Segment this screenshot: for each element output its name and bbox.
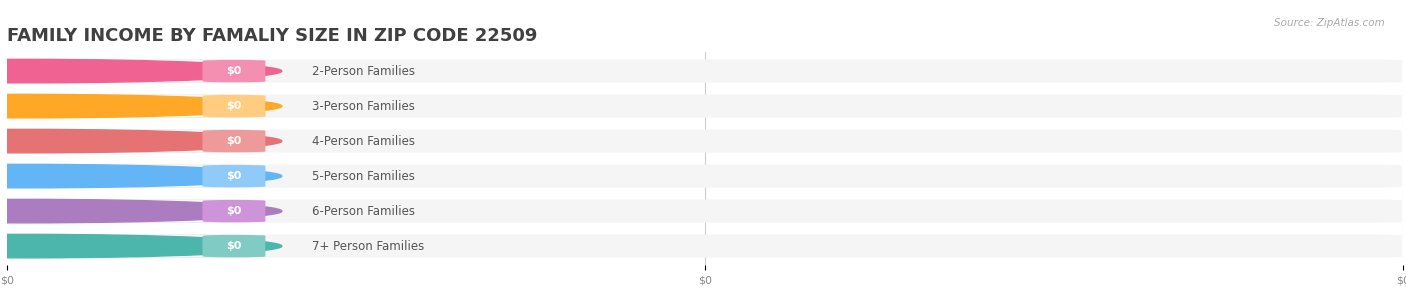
Text: $0: $0 xyxy=(226,171,242,181)
Ellipse shape xyxy=(0,129,281,153)
Text: $0: $0 xyxy=(226,101,242,111)
FancyBboxPatch shape xyxy=(202,130,266,152)
FancyBboxPatch shape xyxy=(202,200,266,222)
FancyBboxPatch shape xyxy=(8,59,1402,83)
Text: 7+ Person Families: 7+ Person Families xyxy=(312,240,425,253)
Ellipse shape xyxy=(0,59,281,83)
FancyBboxPatch shape xyxy=(202,95,266,117)
Text: 3-Person Families: 3-Person Families xyxy=(312,100,415,113)
FancyBboxPatch shape xyxy=(8,95,1402,118)
Ellipse shape xyxy=(0,94,281,118)
Text: Source: ZipAtlas.com: Source: ZipAtlas.com xyxy=(1274,18,1385,28)
FancyBboxPatch shape xyxy=(202,165,266,187)
FancyBboxPatch shape xyxy=(7,95,266,117)
FancyBboxPatch shape xyxy=(7,235,266,257)
FancyBboxPatch shape xyxy=(8,165,1402,188)
FancyBboxPatch shape xyxy=(8,235,1402,258)
FancyBboxPatch shape xyxy=(7,130,266,152)
FancyBboxPatch shape xyxy=(7,200,266,222)
FancyBboxPatch shape xyxy=(7,165,266,187)
Ellipse shape xyxy=(0,234,281,258)
Text: $0: $0 xyxy=(226,136,242,146)
Text: $0: $0 xyxy=(226,241,242,251)
FancyBboxPatch shape xyxy=(8,130,1402,152)
Ellipse shape xyxy=(0,164,281,188)
Text: FAMILY INCOME BY FAMALIY SIZE IN ZIP CODE 22509: FAMILY INCOME BY FAMALIY SIZE IN ZIP COD… xyxy=(7,27,537,45)
Text: 6-Person Families: 6-Person Families xyxy=(312,205,415,217)
Text: 5-Person Families: 5-Person Families xyxy=(312,170,415,183)
FancyBboxPatch shape xyxy=(202,235,266,257)
Text: 4-Person Families: 4-Person Families xyxy=(312,135,415,148)
Text: $0: $0 xyxy=(226,66,242,76)
Text: $0: $0 xyxy=(226,206,242,216)
Ellipse shape xyxy=(0,199,281,223)
FancyBboxPatch shape xyxy=(8,199,1402,223)
FancyBboxPatch shape xyxy=(202,60,266,82)
FancyBboxPatch shape xyxy=(7,60,266,82)
Text: 2-Person Families: 2-Person Families xyxy=(312,65,415,77)
